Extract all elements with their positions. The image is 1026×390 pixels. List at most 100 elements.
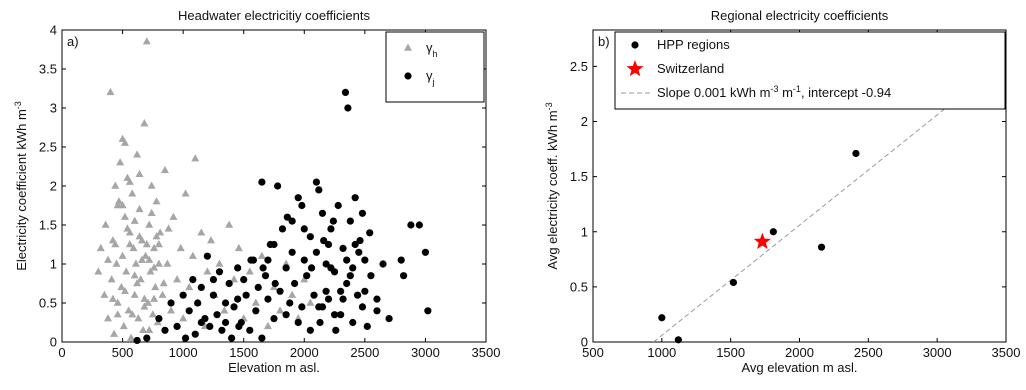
chart1-triangle-point	[101, 220, 110, 228]
chart1-legend-subscript: h	[433, 49, 438, 59]
chart1-circle-point	[254, 283, 262, 291]
chart1-circle-point	[306, 326, 314, 334]
chart2-legend-circle-marker	[631, 41, 639, 49]
chart1-circle-point	[379, 260, 387, 268]
chart2-circle-point	[674, 336, 682, 344]
chart1-circle-point	[221, 318, 230, 327]
chart1-circle-point	[218, 326, 226, 334]
chart1-x-tick-label: 2500	[350, 345, 379, 360]
chart1-circle-point	[225, 279, 233, 288]
chart1-circle-point	[358, 303, 367, 311]
chart1-triangle-point	[111, 240, 120, 248]
chart1-triangle-point	[176, 243, 185, 252]
chart2-x-tick-label: 3500	[992, 345, 1021, 360]
chart1-circle-point	[306, 233, 314, 241]
chart1-y-tick-label: 4	[50, 23, 57, 38]
chart1-circle-point	[355, 248, 363, 256]
chart1-triangle-point	[125, 228, 134, 236]
chart2-y-tick-label: 0.5	[570, 279, 588, 294]
chart1-circle-point	[161, 326, 169, 334]
chart1-legend-triangle-marker	[404, 43, 412, 51]
chart1-x-tick-label: 3000	[411, 345, 440, 360]
chart1-x-tick-label: 1500	[229, 345, 258, 360]
chart1-y-tick-label: 2	[50, 179, 57, 194]
chart2-legend-box	[614, 31, 1006, 110]
chart1-triangle-point	[234, 243, 243, 252]
chart1-triangle-point	[151, 282, 160, 291]
chart1-circle-point	[298, 303, 306, 311]
chart1-triangle-point	[136, 275, 145, 283]
chart1-triangle-point	[127, 333, 136, 341]
chart1-circle-point	[318, 209, 327, 217]
chart1-circle-point	[361, 287, 369, 295]
chart1-circle-point	[320, 237, 328, 245]
chart1-triangle-point	[146, 267, 155, 275]
chart1-circle-point	[329, 217, 337, 225]
chart1-circle-point	[358, 209, 367, 217]
chart1-circle-point	[213, 311, 221, 319]
chart1-x-tick-label: 2000	[290, 345, 319, 360]
chart2-legend-text-mid: m	[778, 85, 792, 100]
chart1-circle-point	[322, 260, 330, 268]
chart1-triangle-point	[106, 87, 115, 96]
chart1-circle-point	[315, 303, 323, 311]
chart1-triangle-point	[137, 255, 146, 263]
chart1-triangle-point	[145, 255, 154, 263]
chart1-triangle-point	[152, 197, 161, 205]
chart1-circle-point	[294, 318, 302, 327]
chart1-circle-point	[300, 256, 308, 264]
chart2-circle-point	[852, 149, 860, 158]
chart1-circle-point	[344, 104, 352, 112]
chart1-circle-point	[337, 311, 345, 319]
chart1-circle-point	[282, 264, 290, 272]
chart1-circle-point	[271, 279, 279, 288]
chart1-circle-point	[400, 272, 408, 280]
chart1-triangle-point	[144, 298, 153, 306]
chart1-circle-point	[327, 264, 335, 272]
chart1-circle-point	[288, 248, 296, 256]
chart1-circle-point	[303, 272, 311, 280]
chart1-circle-point	[339, 244, 347, 252]
chart1-triangle-point	[148, 310, 157, 318]
chart1-circle-point	[240, 276, 248, 284]
chart1-circle-point	[361, 256, 369, 264]
chart1-circle-point	[206, 322, 214, 330]
chart1-y-axis-label-text: Electricity coefficient kWh m	[14, 109, 29, 271]
chart1-y-axis-label: Electricity coefficient kWh m-3	[13, 101, 29, 271]
chart2-legend-label: Switzerland	[657, 61, 724, 76]
chart1-circle-point	[191, 330, 199, 338]
chart1-panel-label: a)	[67, 34, 79, 49]
chart1-circle-point	[346, 217, 354, 225]
chart1-triangle-point	[163, 259, 172, 267]
chart1-triangle-point	[300, 275, 309, 283]
chart1-circle-point	[351, 240, 359, 249]
chart1-circle-point	[252, 307, 260, 315]
chart1-circle-point	[353, 291, 362, 299]
chart1-triangle-point	[245, 267, 254, 275]
chart1-triangle-point	[135, 232, 144, 240]
chart2-y-axis-label-exponent: -3	[544, 102, 554, 110]
chart1-circle-point	[310, 291, 318, 299]
chart1-circle-point	[286, 299, 294, 307]
chart2-panel-label: b)	[598, 34, 610, 49]
chart1-triangle-point	[251, 298, 260, 306]
chart2-circle-point	[817, 243, 826, 251]
chart2-circle-point	[729, 278, 738, 287]
chart1-x-tick-label: 0	[58, 345, 65, 360]
chart2-y-tick-label: 1	[581, 224, 588, 239]
chart1-triangle-point	[152, 232, 161, 240]
chart1-triangle-point	[111, 181, 120, 189]
chart1-triangle-point	[125, 177, 134, 185]
chart1-circle-point	[315, 186, 323, 194]
chart1-circle-point	[167, 299, 175, 307]
chart1-triangle-point	[288, 290, 297, 298]
chart1-triangle-point	[276, 306, 285, 314]
chart1-circle-point	[246, 326, 254, 334]
chart1-circle-point	[247, 256, 255, 264]
chart1-triangle-point	[156, 228, 165, 236]
chart1-circle-point	[235, 322, 243, 330]
chart1-triangle-point	[120, 286, 129, 295]
chart1-triangle-point	[164, 224, 173, 232]
chart1-x-tick-label: 3500	[472, 345, 501, 360]
